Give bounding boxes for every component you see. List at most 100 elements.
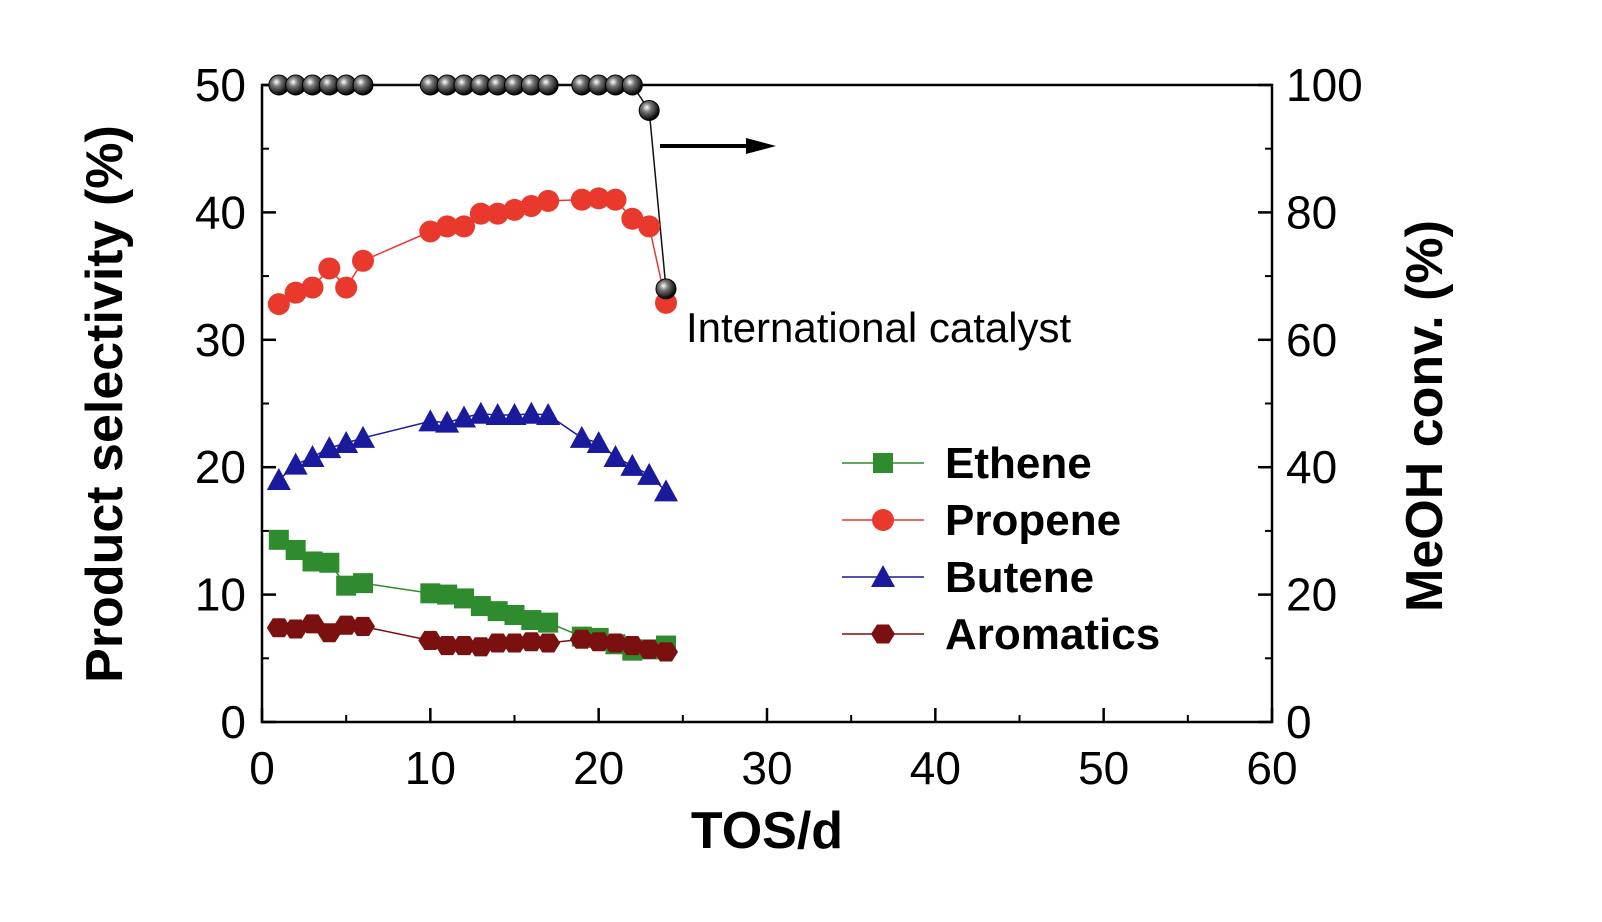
y2-tick-label: 20	[1286, 569, 1337, 621]
ethene-point	[336, 575, 357, 596]
aromatics-point	[519, 632, 544, 652]
y-tick-label: 10	[195, 569, 246, 621]
propene-point	[587, 187, 610, 210]
propene-point	[520, 195, 543, 218]
ethene-point	[521, 610, 542, 631]
y2-tick-label: 60	[1286, 314, 1337, 366]
legend-marker-butene	[871, 565, 895, 587]
butene-point	[485, 402, 510, 425]
meoh-conv-point	[621, 74, 643, 96]
legend: Ethene Propene Butene Aromatics	[842, 439, 1160, 659]
x-tick-label: 30	[741, 742, 792, 794]
butene-point	[351, 425, 375, 448]
aromatics-point	[586, 632, 611, 652]
legend-marker-propene	[872, 509, 894, 531]
aromatics-point	[266, 618, 291, 638]
ethene-point	[538, 612, 559, 633]
aromatics-point	[334, 615, 359, 635]
meoh-conv-line	[278, 84, 667, 289]
butene-point	[468, 401, 493, 424]
ethene-point	[353, 573, 373, 594]
propene-point	[537, 189, 560, 212]
propene-point	[469, 202, 492, 225]
aromatics-point	[485, 633, 510, 653]
propene-point	[503, 198, 526, 221]
y2-tick-label: 0	[1286, 696, 1312, 748]
propene-point	[301, 276, 324, 299]
butene-point	[300, 445, 325, 468]
meoh-conv-point	[537, 74, 559, 96]
x-axis-title: TOS/d	[691, 802, 843, 860]
butene-point	[569, 425, 594, 448]
y2-tick-label: 40	[1286, 441, 1337, 493]
butene-point	[452, 405, 476, 428]
legend-label-butene: Butene	[945, 553, 1094, 602]
butene-point	[603, 445, 628, 468]
butene-point	[536, 402, 561, 425]
propene-point	[419, 220, 442, 243]
propene-point	[267, 293, 290, 316]
aromatics-point	[654, 642, 678, 662]
y-tick-label: 40	[195, 186, 246, 238]
legend-marker-ethene	[873, 453, 893, 473]
butene-point	[418, 409, 443, 432]
legend-label-aromatics: Aromatics	[945, 610, 1160, 659]
propene-point	[436, 215, 459, 238]
x-tick-label: 0	[249, 742, 275, 794]
ethene-point	[302, 551, 323, 572]
y-tick-label: 0	[220, 696, 246, 748]
aromatics-point	[637, 639, 662, 659]
y-tick-label: 20	[195, 441, 246, 493]
y2-axis-title: MeOH conv. (%)	[1396, 220, 1454, 612]
propene-point	[335, 276, 358, 299]
aromatics-point	[502, 633, 527, 653]
meoh-conv-point	[638, 99, 660, 121]
butene-point	[620, 453, 645, 476]
y-tick-label: 30	[195, 314, 246, 366]
propene-point	[284, 281, 307, 304]
aromatics-point	[351, 616, 375, 636]
butene-point	[654, 479, 678, 502]
x-tick-label: 60	[1246, 742, 1297, 794]
propene-point	[318, 257, 341, 280]
x-tick-label: 10	[405, 742, 456, 794]
meoh-conv-point	[352, 74, 374, 96]
propene-point	[570, 188, 593, 211]
ethene-point	[437, 584, 458, 605]
y-axis-title: Product selectivity (%)	[76, 125, 134, 683]
butene-point	[266, 467, 291, 490]
propene-point	[453, 215, 475, 238]
butene-point	[283, 452, 308, 475]
aromatics-point	[603, 633, 628, 653]
propene-point	[638, 215, 661, 238]
ethene-point	[268, 529, 289, 550]
aromatics-point	[435, 636, 460, 656]
legend-label-ethene: Ethene	[945, 439, 1092, 488]
meoh-conv-point	[655, 278, 677, 300]
y-tick-label: 50	[195, 59, 246, 111]
aromatics-point	[452, 636, 476, 656]
catalyst-annotation: International catalyst	[686, 304, 1072, 351]
y2-tick-label: 100	[1286, 59, 1363, 111]
ethene-point	[319, 552, 340, 573]
propene-point	[352, 249, 374, 272]
aromatics-point	[300, 614, 325, 634]
propene-point	[604, 188, 627, 211]
x-tick-label: 50	[1078, 742, 1129, 794]
butene-point	[637, 462, 662, 485]
series-markers	[266, 74, 678, 662]
x-tick-label: 40	[910, 742, 961, 794]
aromatics-point	[317, 623, 342, 643]
ethene-point	[454, 588, 474, 609]
ethene-point	[487, 601, 508, 622]
butene-point	[586, 430, 611, 453]
y2-tick-label: 80	[1286, 186, 1337, 238]
ethene-point	[420, 583, 441, 604]
legend-marker-aromatics	[871, 624, 895, 644]
ethene-point	[504, 604, 525, 625]
axis-ticks	[260, 83, 1274, 724]
butene-point	[519, 401, 544, 424]
ethene-point	[285, 540, 306, 561]
